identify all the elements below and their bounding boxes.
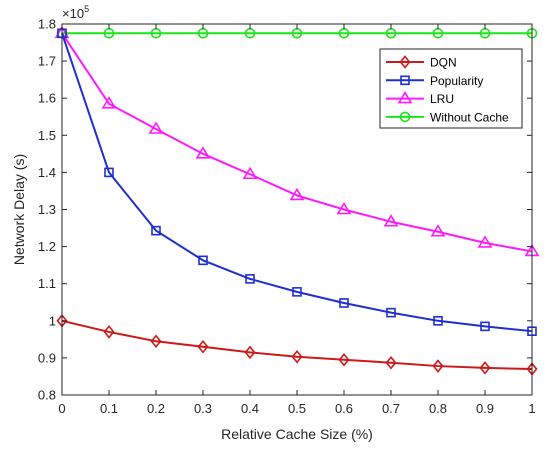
series-line-lru [61, 32, 533, 253]
series-without-cache [56, 27, 538, 39]
data-point-lru [195, 146, 211, 159]
data-point-lru [383, 214, 399, 227]
y-axis-title: Network Delay (s) [11, 154, 27, 265]
x-tick-label: 0.1 [100, 401, 118, 416]
series-line-dqn [61, 319, 533, 371]
y-tick-label: 1.6 [38, 91, 56, 106]
series-lru [54, 25, 540, 257]
x-tick-label: 0.4 [241, 401, 259, 416]
x-tick-label: 1 [528, 401, 535, 416]
data-point-lru [101, 96, 117, 109]
legend-marker-popularity [400, 75, 410, 86]
data-point-popularity [292, 287, 302, 297]
series-dqn [56, 314, 538, 376]
legend-marker-dqn [399, 55, 411, 69]
legend: DQN Popularity LRU Without Cache [379, 48, 523, 129]
data-point-dqn [479, 361, 491, 375]
data-point-popularity [339, 298, 349, 308]
data-point-popularity [245, 274, 255, 284]
x-tick-label: 0 [58, 401, 65, 416]
legend-entry-lru: LRU [386, 91, 454, 106]
x-tick-label: 0.3 [194, 401, 212, 416]
x-axis-title: Relative Cache Size (%) [221, 426, 373, 442]
y-tick-label: 1.7 [38, 54, 56, 69]
data-point-lru [336, 201, 352, 215]
series-layer [54, 25, 540, 376]
series-line-popularity [61, 32, 533, 333]
y-tick-label: 1.8 [38, 17, 56, 32]
data-point-popularity [433, 315, 443, 326]
legend-label-dqn: DQN [430, 56, 457, 70]
y-tick-label: 1 [49, 313, 56, 328]
y-tick-label: 0.9 [38, 350, 56, 365]
data-point-dqn [197, 340, 209, 354]
legend-entry-dqn: DQN [386, 55, 457, 70]
data-point-dqn [432, 359, 444, 373]
data-point-popularity [386, 307, 396, 318]
axes-layer: 0 0.1 0.2 0.3 0.4 0.5 0.6 0.7 0.8 0.9 1 0.8 0.9 1 1.1 1… [38, 17, 536, 417]
x-tick-label: 0.2 [147, 401, 165, 416]
legend-entry-without-cache: Without Cache [386, 110, 509, 124]
data-point-lru [477, 235, 493, 248]
data-point-dqn [291, 350, 303, 364]
data-point-lru [242, 166, 258, 180]
data-point-dqn [385, 355, 397, 370]
data-point-lru [430, 224, 446, 237]
y-tick-label: 1.5 [38, 128, 56, 143]
data-point-dqn [338, 352, 350, 367]
x-tick-label: 0.6 [335, 401, 353, 416]
y-tick-label: 1.2 [38, 239, 56, 254]
data-point-lru [148, 121, 164, 134]
x-tick-label: 0.9 [476, 401, 494, 416]
y-tick-label: 1.3 [38, 202, 56, 217]
data-point-dqn [150, 334, 162, 348]
data-point-popularity [104, 167, 114, 178]
data-point-popularity [480, 321, 490, 332]
legend-label-without-cache: Without Cache [430, 110, 509, 124]
series-popularity [57, 28, 537, 336]
x-tick-label: 0.5 [288, 401, 306, 416]
legend-label-popularity: Popularity [430, 74, 483, 88]
y-multiplier-base: ×10 [62, 6, 84, 21]
y-multiplier: ×105 [62, 4, 89, 21]
legend-marker-without-cache [399, 111, 411, 123]
data-point-popularity [151, 225, 161, 236]
legend-entry-popularity: Popularity [386, 74, 483, 88]
data-point-popularity [198, 255, 208, 266]
legend-marker-lru [397, 91, 413, 104]
y-tick-label: 1.4 [38, 165, 56, 180]
data-point-dqn [103, 325, 115, 339]
data-point-dqn [244, 345, 256, 360]
x-tick-label: 0.8 [429, 401, 447, 416]
x-tick-label: 0.7 [382, 401, 400, 416]
data-point-lru [289, 187, 305, 201]
y-multiplier-exponent: 5 [84, 4, 89, 14]
y-tick-label: 1.1 [38, 276, 56, 291]
y-tick-label: 0.8 [38, 388, 56, 403]
legend-label-lru: LRU [430, 92, 454, 106]
